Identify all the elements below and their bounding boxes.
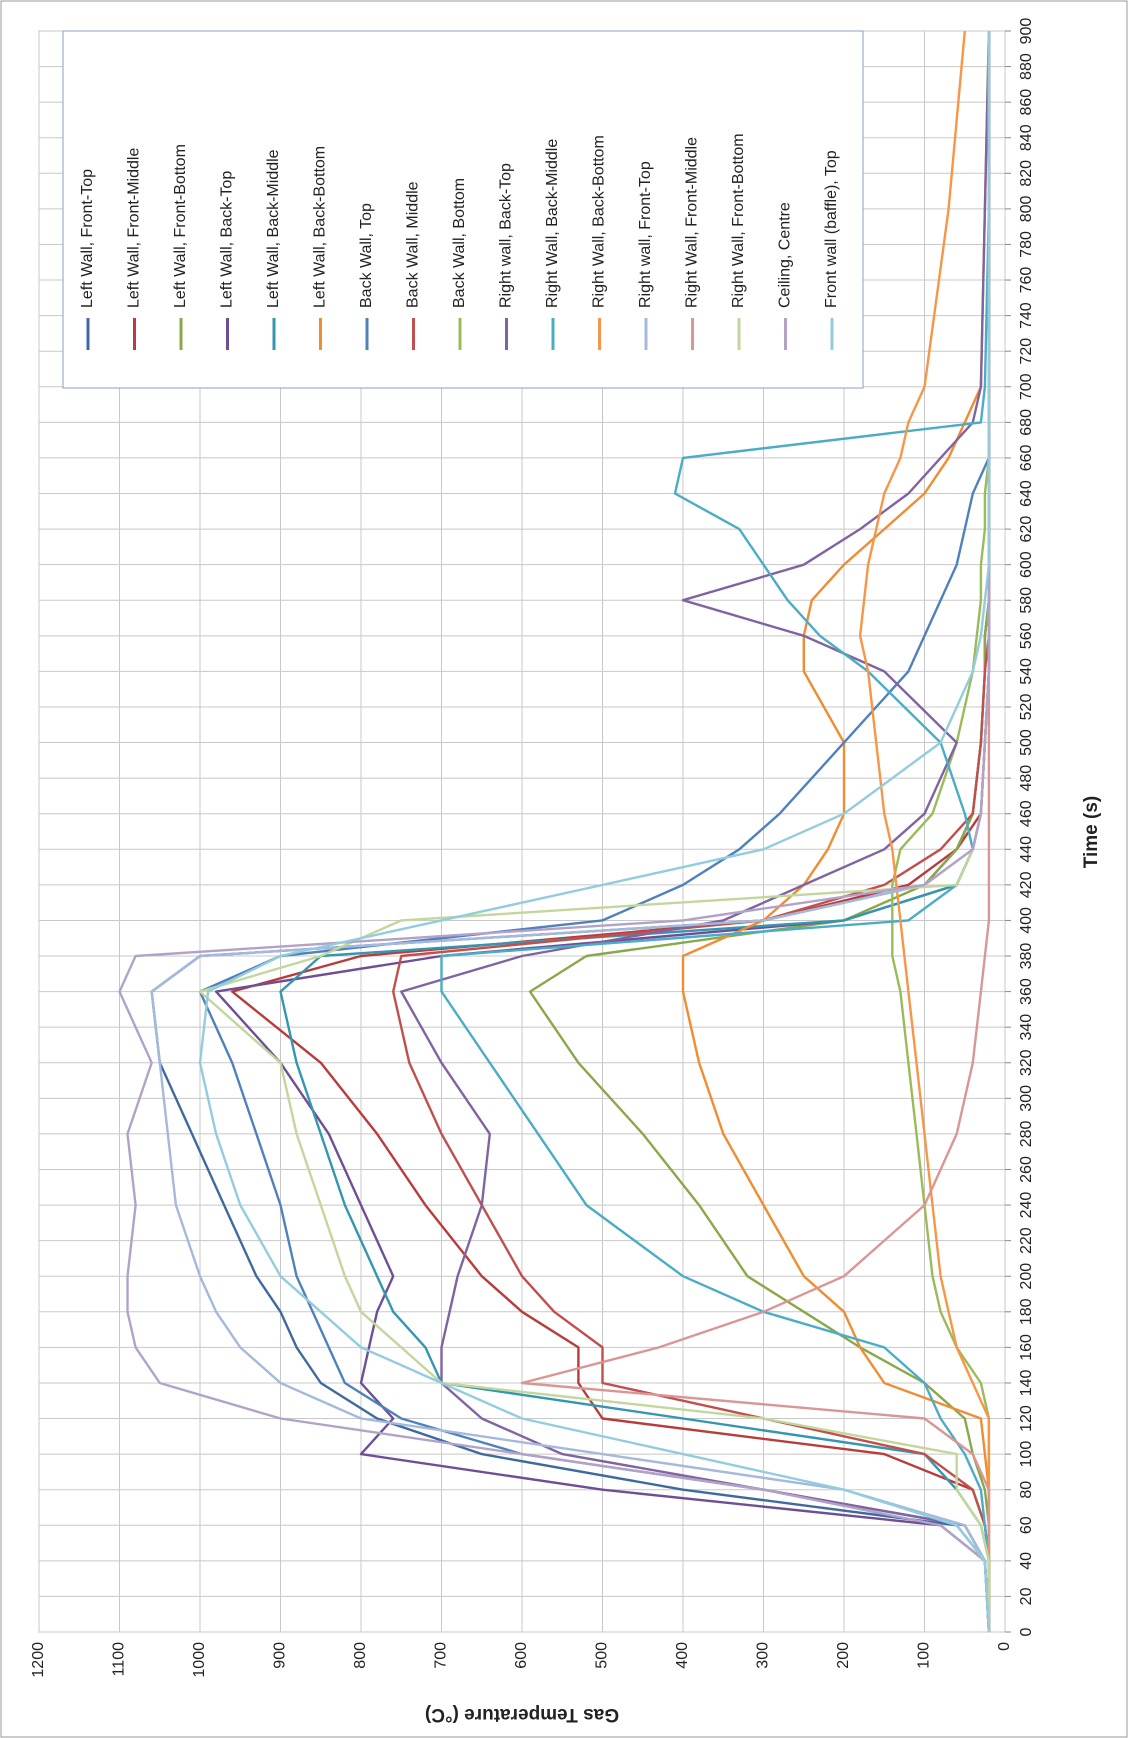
y-tick-label: 1200 [30,1642,47,1678]
x-tick-label: 80 [1018,1481,1035,1499]
series-line [198,31,991,1633]
legend-label: Right Wall, Back-Middle [544,139,561,308]
x-tick-label: 700 [1018,373,1035,400]
x-tick-label: 620 [1018,516,1035,543]
x-tick-label: 860 [1018,89,1035,116]
x-tick-label: 340 [1018,1014,1035,1041]
y-tick-label: 0 [996,1642,1013,1651]
legend-label: Left Wall, Back-Bottom [312,146,329,308]
legend-label: Left Wall, Back-Top [219,171,236,308]
x-tick-label: 760 [1018,267,1035,294]
x-tick-label: 220 [1018,1227,1035,1254]
x-tick-label: 180 [1018,1298,1035,1325]
x-tick-label: 460 [1018,800,1035,827]
y-tick-label: 500 [594,1642,611,1669]
y-axis-title: Gas Temperature (°C) [425,1704,619,1725]
x-tick-label: 360 [1018,978,1035,1005]
x-tick-label: 520 [1018,694,1035,721]
legend-label: Right Wall, Front-Middle [684,137,701,308]
x-tick-label: 200 [1018,1263,1035,1290]
x-tick-label: 660 [1018,444,1035,471]
legend-label: Back Wall, Top [358,203,375,308]
y-tick-label: 200 [835,1642,852,1669]
x-tick-label: 840 [1018,124,1035,151]
x-tick-label: 740 [1018,302,1035,329]
x-tick-label: 600 [1018,551,1035,578]
x-tick-label: 780 [1018,231,1035,258]
series-line [400,30,991,1633]
x-tick-label: 60 [1018,1516,1035,1534]
legend-label: Right wall, Front-Top [637,161,654,308]
x-tick-label: 900 [1018,18,1035,45]
x-tick-label: 280 [1018,1120,1035,1147]
series-line [198,31,991,1633]
legend-label: Left Wall, Front-Middle [126,148,143,308]
x-tick-label: 440 [1018,836,1035,863]
x-tick-label: 580 [1018,587,1035,614]
rotated-chart: 0100200300400500600700800900100011001200… [30,18,1102,1725]
x-tick-label: 40 [1018,1552,1035,1570]
legend-label: Ceiling, Centre [777,202,794,308]
x-tick-label: 100 [1018,1441,1035,1468]
legend-box [62,30,864,389]
legend-label: Right Wall, Back-Bottom [591,135,608,308]
x-tick-label: 380 [1018,943,1035,970]
y-tick-label: 100 [916,1642,933,1669]
x-tick-label: 120 [1018,1405,1035,1432]
series-line [858,30,991,1632]
x-axis-title: Time (s) [1081,796,1102,869]
x-tick-label: 540 [1018,658,1035,685]
x-tick-label: 560 [1018,622,1035,649]
y-tick-label: 400 [674,1642,691,1669]
x-tick-label: 680 [1018,409,1035,436]
series-line [440,31,991,1632]
x-tick-label: 240 [1018,1192,1035,1219]
x-tick-label: 0 [1018,1627,1035,1636]
x-tick-label: 320 [1018,1049,1035,1076]
legend-label: Back Wall, Bottom [451,178,468,308]
x-tick-label: 800 [1018,195,1035,222]
legend-label: Left Wall, Front-Top [79,169,96,308]
x-tick-label: 400 [1018,907,1035,934]
x-tick-label: 640 [1018,480,1035,507]
x-tick-label: 260 [1018,1156,1035,1183]
y-tick-label: 300 [755,1642,772,1669]
x-tick-label: 300 [1018,1085,1035,1112]
y-tick-label: 700 [433,1642,450,1669]
x-tick-label: 160 [1018,1334,1035,1361]
legend-label: Right Wall, Front-Bottom [730,133,747,308]
legend-label: Back Wall, Middle [405,181,422,308]
x-tick-label: 20 [1018,1587,1035,1605]
y-tick-label: 900 [272,1642,289,1669]
legend-label: Left Wall, Back-Middle [265,149,282,308]
y-tick-label: 600 [513,1642,530,1669]
y-tick-label: 1100 [111,1642,128,1677]
legend: Left Wall, Front-Top Left Wall, Front-Mid… [79,133,840,350]
x-tick-label: 420 [1018,871,1035,898]
x-tick-label: 500 [1018,729,1035,756]
x-tick-label: 820 [1018,160,1035,187]
legend-label: Front wall (baffle), Top [823,150,840,308]
legend-label: Right wall, Back-Top [498,163,515,308]
lines [118,30,991,1633]
y-tick-label: 1000 [191,1642,208,1678]
x-tick-label: 140 [1018,1370,1035,1397]
x-tick-label: 720 [1018,338,1035,365]
y-tick-label: 800 [352,1642,369,1669]
x-tick-label: 880 [1018,53,1035,80]
legend-label: Left Wall, Front-Bottom [172,144,189,308]
x-tick-label: 480 [1018,765,1035,792]
